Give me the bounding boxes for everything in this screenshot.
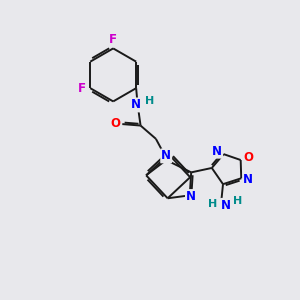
Text: N: N: [212, 145, 222, 158]
Text: N: N: [161, 149, 171, 162]
Text: H: H: [233, 196, 242, 206]
Text: H: H: [208, 199, 217, 209]
Text: N: N: [221, 199, 231, 212]
Text: O: O: [111, 117, 121, 130]
Text: O: O: [243, 151, 253, 164]
Text: N: N: [243, 173, 253, 186]
Text: F: F: [77, 82, 86, 95]
Text: N: N: [186, 190, 196, 203]
Text: H: H: [146, 96, 154, 106]
Text: F: F: [109, 33, 117, 46]
Text: N: N: [131, 98, 141, 111]
